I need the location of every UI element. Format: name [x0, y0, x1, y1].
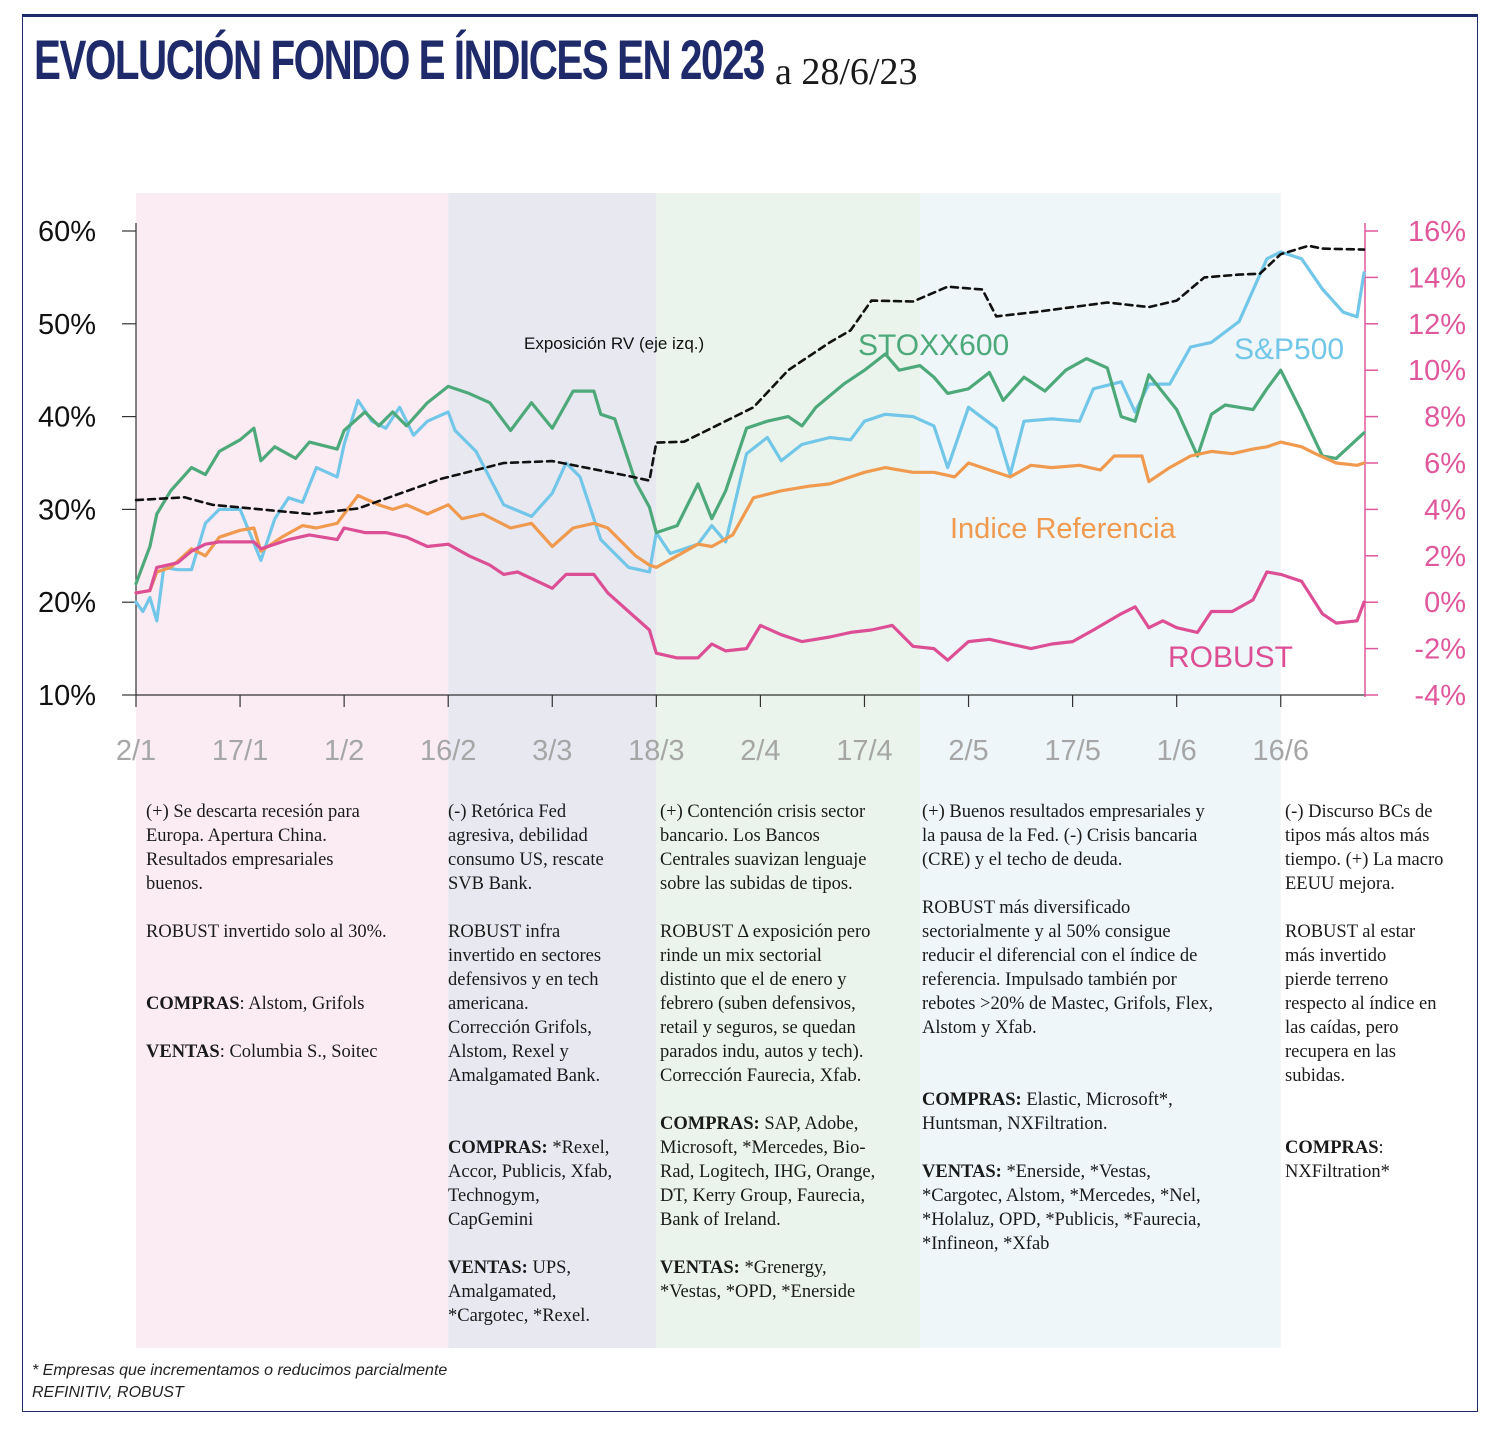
y-right-tick-label: 14%: [1408, 262, 1466, 294]
footnote: * Empresas que incrementamos o reducimos…: [32, 1360, 447, 1404]
series-labels: Exposición RV (eje izq.) STOXX600 S&P500 In…: [524, 329, 1344, 674]
x-tick-label: 17/4: [836, 735, 892, 767]
chart-axes: 60% 50% 40% 30% 20% 10% 16% 14% 12% 10% 8% 6% 4% 2% 0%…: [38, 216, 1466, 767]
indice-referencia-label: Indice Referencia: [950, 513, 1177, 545]
panel-robust-note: ROBUST al estar más invertido pierde ter…: [1285, 922, 1437, 1086]
period-panel-3: (+) Contención crisis sector bancario. L…: [660, 800, 918, 1328]
x-tick-label: 2/4: [740, 735, 780, 767]
x-tick-label: 18/3: [628, 735, 684, 767]
footnote-note: * Empresas que incrementamos o reducimos…: [32, 1362, 448, 1379]
x-tick-label: 3/3: [532, 735, 572, 767]
top-rule: [22, 14, 1478, 17]
robust-line: [134, 526, 1366, 662]
x-tick-label: 17/5: [1044, 735, 1100, 767]
panel-summary: (+) Se descarta recesión para Europa. Ap…: [146, 802, 360, 894]
period-panel-5: (-) Discurso BCs de tipos más altos más …: [1285, 800, 1473, 1208]
y-right-tick-label: 4%: [1424, 494, 1466, 526]
y-left-tick-label: 50%: [38, 309, 96, 341]
exposicion-label: Exposición RV (eje izq.): [524, 334, 704, 353]
bottom-rule: [22, 1411, 1478, 1412]
panel-compras: COMPRAS: SAP, Adobe, Microsoft, *Mercede…: [660, 1114, 876, 1230]
chart-subtitle: a 28/6/23: [775, 51, 918, 93]
x-tick-label: 1/2: [324, 735, 364, 767]
sp500-label: S&P500: [1234, 333, 1344, 366]
stoxx600-label: STOXX600: [858, 329, 1009, 362]
y-left-tick-label: 20%: [38, 587, 96, 619]
panel-summary: (-) Retórica Fed agresiva, debilidad con…: [448, 802, 604, 894]
y-right-tick-label: 8%: [1424, 402, 1466, 434]
period-band: [448, 193, 657, 1348]
panel-compras: COMPRAS: *Rexel, Accor, Publicis, Xfab, …: [448, 1138, 613, 1230]
y-right-tick-label: 10%: [1408, 355, 1466, 387]
panel-robust-note: ROBUST más diversificado sectorialmente …: [922, 898, 1213, 1038]
panel-ventas: VENTAS: *Enerside, *Vestas, *Cargotec, A…: [922, 1162, 1201, 1254]
panel-robust-note: ROBUST Δ exposición pero rinde un mix se…: [660, 922, 871, 1086]
chart-title: EVOLUCIÓN FONDO E ÍNDICES EN 2023: [34, 28, 765, 91]
y-right-tick-label: 6%: [1424, 448, 1466, 480]
x-tick-label: 16/2: [420, 735, 476, 767]
y-left-tick-label: 40%: [38, 402, 96, 434]
x-tick-label: 17/1: [212, 735, 268, 767]
panel-compras: COMPRAS: Alstom, Grifols: [146, 994, 365, 1014]
period-panel-1: (+) Se descarta recesión para Europa. Ap…: [146, 800, 436, 1088]
x-tick-label: 2/5: [948, 735, 988, 767]
panel-summary: (+) Contención crisis sector bancario. L…: [660, 802, 867, 894]
panel-compras: COMPRAS: Elastic, Microsoft*, Huntsman, …: [922, 1090, 1173, 1134]
x-tick-label: 2/1: [116, 735, 156, 767]
left-rule: [22, 17, 23, 1412]
exposicion-line: [134, 244, 1366, 516]
y-right-tick-label: -4%: [1414, 680, 1466, 712]
series-lines: [134, 244, 1366, 662]
footnote-source: REFINITIV, ROBUST: [32, 1384, 184, 1401]
period-panel-2: (-) Retórica Fed agresiva, debilidad con…: [448, 800, 653, 1352]
period-panel-4: (+) Buenos resultados empresariales y la…: [922, 800, 1277, 1280]
y-right-tick-label: 16%: [1408, 216, 1466, 248]
indice-referencia-line: [134, 440, 1366, 595]
period-band: [656, 193, 920, 1348]
stoxx600-line: [134, 352, 1366, 586]
period-band: [136, 193, 449, 1348]
y-right-tick-label: 12%: [1408, 309, 1466, 341]
robust-label: ROBUST: [1168, 641, 1293, 674]
panel-ventas: VENTAS: Columbia S., Soitec: [146, 1042, 378, 1062]
y-right-tick-label: 2%: [1424, 541, 1466, 573]
y-right-tick-label: 0%: [1424, 587, 1466, 619]
x-tick-label: 16/6: [1253, 735, 1309, 767]
panel-ventas: VENTAS: *Grenergy, *Vestas, *OPD, *Eners…: [660, 1258, 856, 1302]
x-tick-label: 1/6: [1157, 735, 1197, 767]
y-right-tick-label: -2%: [1414, 634, 1466, 666]
y-left-tick-label: 30%: [38, 494, 96, 526]
panel-summary: (-) Discurso BCs de tipos más altos más …: [1285, 802, 1444, 894]
right-rule: [1477, 17, 1478, 1412]
panel-compras: COMPRAS: NXFiltration*: [1285, 1138, 1390, 1182]
y-left-tick-label: 60%: [38, 216, 96, 248]
panel-robust-note: ROBUST infra invertido en sectores defen…: [448, 922, 602, 1086]
panel-robust-note: ROBUST invertido solo al 30%.: [146, 922, 387, 942]
panel-ventas: VENTAS: UPS, Amalgamated, *Cargotec, *Re…: [448, 1258, 590, 1326]
y-left-tick-label: 10%: [38, 680, 96, 712]
panel-summary: (+) Buenos resultados empresariales y la…: [922, 802, 1205, 870]
